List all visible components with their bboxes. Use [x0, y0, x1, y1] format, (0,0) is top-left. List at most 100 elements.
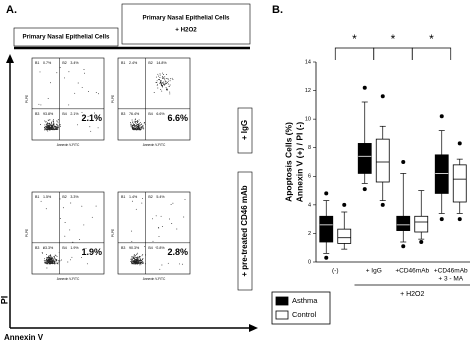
event-dot: [43, 260, 45, 262]
event-dot: [156, 84, 158, 86]
event-dot: [53, 259, 55, 261]
event-dot: [90, 130, 92, 132]
event-dot: [52, 257, 54, 259]
event-dot: [161, 226, 163, 228]
event-dot: [50, 257, 52, 259]
event-dot: [91, 216, 93, 218]
y-tick-label: 0: [308, 259, 311, 265]
event-dot: [139, 129, 141, 131]
event-dot: [68, 104, 70, 106]
event-dot: [51, 126, 53, 128]
event-dot: [50, 125, 52, 127]
plot-frame: [31, 191, 105, 275]
event-dot: [138, 262, 140, 264]
plot-frame: [117, 191, 191, 275]
box: [357, 143, 372, 174]
event-dot: [162, 77, 164, 79]
event-dot: [167, 262, 169, 264]
event-dot: [137, 257, 139, 259]
event-dot: [56, 128, 58, 130]
event-dot: [84, 72, 86, 74]
event-dot: [135, 120, 137, 122]
event-dot: [47, 122, 49, 124]
event-dot: [169, 93, 171, 95]
outlier: [362, 187, 367, 192]
event-dot: [141, 261, 142, 263]
quadrant-value: 3.4%: [70, 61, 79, 65]
event-dot: [171, 77, 173, 79]
box: [396, 215, 411, 231]
event-dot: [155, 76, 157, 78]
plot-x-label: Annexin V-FITC: [143, 277, 166, 281]
event-dot: [131, 124, 133, 126]
event-dot: [51, 122, 52, 124]
event-dot: [166, 74, 168, 75]
outlier: [457, 217, 462, 222]
event-dot: [135, 255, 137, 256]
event-dot: [72, 241, 74, 243]
event-dot: [45, 126, 46, 127]
quadrant-name: B2: [62, 61, 66, 65]
highlight-value: 2.8%: [167, 247, 188, 257]
event-dot: [51, 256, 52, 258]
event-dot: [159, 80, 161, 82]
event-dot: [50, 255, 52, 257]
event-dot: [49, 125, 51, 127]
event-dot: [81, 256, 82, 258]
event-dot: [41, 251, 43, 253]
event-dot: [59, 198, 61, 200]
event-dot: [135, 128, 137, 130]
event-dot: [49, 254, 51, 256]
event-dot: [160, 89, 162, 91]
event-dot: [162, 72, 164, 74]
event-dot: [133, 129, 135, 131]
event-dot: [57, 127, 59, 129]
event-dot: [136, 126, 138, 128]
event-dot: [38, 103, 40, 105]
event-dot: [47, 257, 49, 259]
col-header: + H2O2: [175, 27, 197, 34]
event-dot: [46, 259, 48, 261]
event-dot: [136, 253, 138, 255]
event-dot: [134, 260, 136, 262]
event-dot: [130, 261, 132, 263]
event-dot: [140, 121, 141, 123]
event-dot: [51, 259, 53, 261]
event-dot: [136, 128, 138, 130]
event-dot: [162, 81, 164, 83]
event-dot: [56, 128, 58, 130]
event-dot: [141, 260, 143, 261]
event-dot: [142, 197, 144, 199]
quadrant-name: B3: [35, 246, 39, 250]
event-dot: [50, 260, 52, 262]
event-dot: [159, 74, 161, 76]
quadrant-value: 2.4%: [129, 61, 138, 65]
quadrant-name: B4: [148, 112, 152, 116]
event-dot: [56, 124, 58, 126]
y-label: Apoptosis Cells (%): [283, 122, 293, 202]
event-dot: [57, 262, 59, 264]
event-dot: [45, 126, 47, 128]
event-dot: [68, 71, 70, 73]
y-tick-label: 14: [305, 59, 311, 65]
event-dot: [49, 124, 51, 126]
event-dot: [40, 104, 42, 106]
event-dot: [163, 82, 164, 84]
event-dot: [156, 82, 158, 83]
event-dot: [159, 268, 161, 270]
outlier: [380, 94, 385, 99]
event-dot: [157, 79, 159, 81]
event-dot: [57, 122, 59, 124]
event-dot: [51, 127, 53, 128]
event-dot: [47, 129, 49, 131]
event-dot: [135, 118, 137, 120]
event-dot: [134, 259, 136, 261]
event-dot: [137, 257, 138, 259]
event-dot: [134, 257, 136, 259]
event-dot: [136, 123, 138, 125]
event-dot: [132, 257, 134, 259]
sig-bracket: [411, 47, 452, 60]
event-dot: [44, 120, 46, 122]
event-dot: [132, 260, 134, 262]
quadrant-value: 76.4%: [129, 112, 140, 116]
